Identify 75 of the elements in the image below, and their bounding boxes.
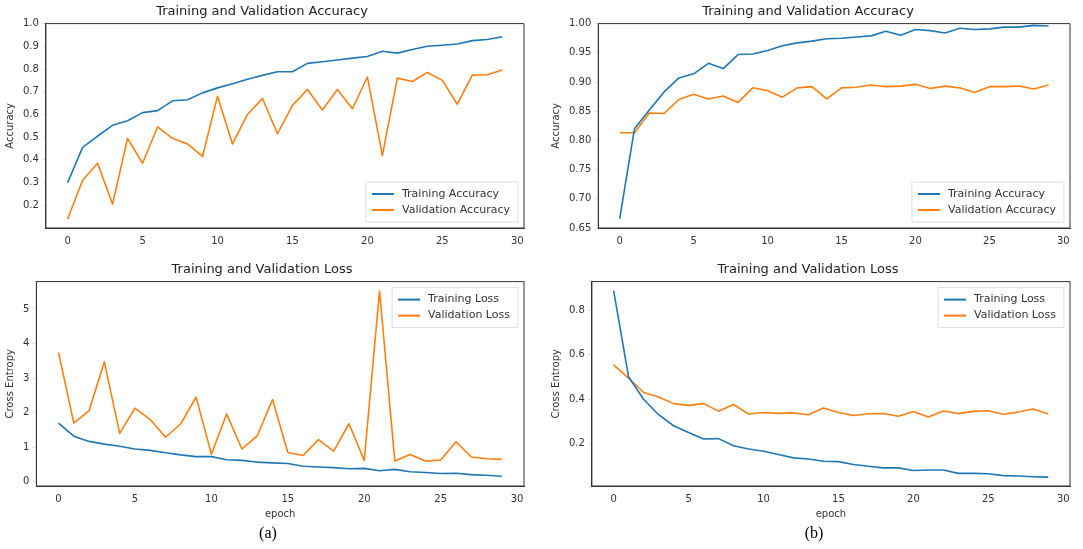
- y-tick-label: 4: [22, 336, 30, 348]
- x-tick-label: 0: [55, 492, 62, 504]
- legend-label: Training Accuracy: [400, 186, 500, 200]
- y-tick-label: 5: [22, 302, 30, 314]
- x-tick-label: 0: [64, 234, 71, 246]
- y-tick-label: 0.4: [569, 392, 585, 404]
- y-tick-label: 0.90: [569, 75, 592, 87]
- x-tick-label: 5: [131, 492, 139, 504]
- y-tick-label: 0.95: [569, 46, 592, 58]
- legend-label: Validation Loss: [428, 307, 511, 321]
- y-tick-label: 0.75: [569, 163, 592, 175]
- x-tick-label: 30: [510, 234, 524, 246]
- x-tick-label: 25: [435, 234, 449, 246]
- x-axis-title: epoch: [815, 507, 847, 519]
- x-tick-label: 30: [1056, 234, 1070, 246]
- x-tick-label: 10: [757, 492, 770, 504]
- y-axis-title: Accuracy: [3, 102, 15, 149]
- x-tick-label: 30: [510, 492, 524, 504]
- chart-title: Training and Validation Accuracy: [701, 3, 915, 19]
- x-tick-label: 25: [983, 234, 996, 246]
- x-tick-label: 10: [211, 234, 224, 246]
- x-tick-label: 30: [1056, 492, 1070, 504]
- y-tick-label: 0.6: [569, 347, 585, 359]
- x-tick-label: 25: [434, 492, 448, 504]
- y-axis-title: Cross Entropy: [549, 348, 561, 419]
- y-tick-label: 1: [22, 440, 30, 452]
- legend-label: Validation Loss: [974, 307, 1057, 321]
- legend-label: Validation Accuracy: [947, 202, 1057, 216]
- y-tick-label: 0.5: [23, 130, 39, 142]
- y-tick-label: 0.8: [23, 62, 39, 74]
- legend-label: Training Loss: [973, 291, 1046, 305]
- x-tick-label: 20: [907, 492, 920, 504]
- y-tick-label: 2: [22, 405, 30, 417]
- legend-label: Training Loss: [427, 291, 500, 305]
- x-tick-label: 5: [690, 234, 697, 246]
- x-tick-label: 10: [205, 492, 218, 504]
- text: (b): [803, 523, 825, 542]
- y-tick-label: 0: [22, 474, 30, 486]
- y-tick-label: 0.6: [23, 108, 39, 120]
- x-tick-label: 0: [610, 492, 617, 504]
- x-tick-label: 20: [909, 234, 922, 246]
- chart-title: Training and Validation Accuracy: [155, 3, 369, 19]
- y-tick-label: 0.7: [23, 85, 39, 97]
- y-tick-label: 0.70: [569, 192, 592, 204]
- x-tick-label: 20: [357, 492, 371, 504]
- y-axis-title: Cross Entropy: [3, 348, 15, 419]
- y-tick-label: 0.8: [569, 303, 585, 315]
- y-tick-label: 0.80: [569, 133, 592, 145]
- x-tick-label: 15: [832, 492, 845, 504]
- x-tick-label: 15: [835, 234, 848, 246]
- y-tick-label: 0.4: [23, 153, 39, 165]
- y-tick-label: 0.65: [569, 221, 592, 233]
- y-tick-label: 0.3: [23, 176, 39, 188]
- x-tick-label: 20: [361, 234, 374, 246]
- legend-label: Training Accuracy: [946, 186, 1046, 200]
- x-tick-label: 15: [281, 492, 295, 504]
- y-tick-label: 1.0: [23, 17, 39, 29]
- legend-label: Validation Accuracy: [401, 202, 511, 216]
- x-tick-label: 5: [139, 234, 146, 246]
- x-tick-label: 5: [685, 492, 692, 504]
- y-tick-label: 3: [22, 371, 30, 383]
- y-tick-label: 0.9: [23, 39, 39, 51]
- x-tick-label: 0: [616, 234, 623, 246]
- chart-title: Training and Validation Loss: [716, 260, 899, 276]
- chart-title: Training and Validation Loss: [170, 260, 353, 276]
- x-axis-title: epoch: [264, 507, 296, 519]
- x-tick-label: 10: [761, 234, 774, 246]
- x-tick-label: 25: [981, 492, 995, 504]
- y-axis-title: Accuracy: [549, 102, 561, 149]
- x-tick-label: 15: [286, 234, 299, 246]
- y-tick-label: 0.2: [569, 436, 585, 448]
- y-tick-label: 1.00: [569, 17, 592, 29]
- text: (a): [258, 523, 278, 542]
- y-tick-label: 0.85: [569, 104, 592, 116]
- y-tick-label: 0.2: [23, 198, 39, 210]
